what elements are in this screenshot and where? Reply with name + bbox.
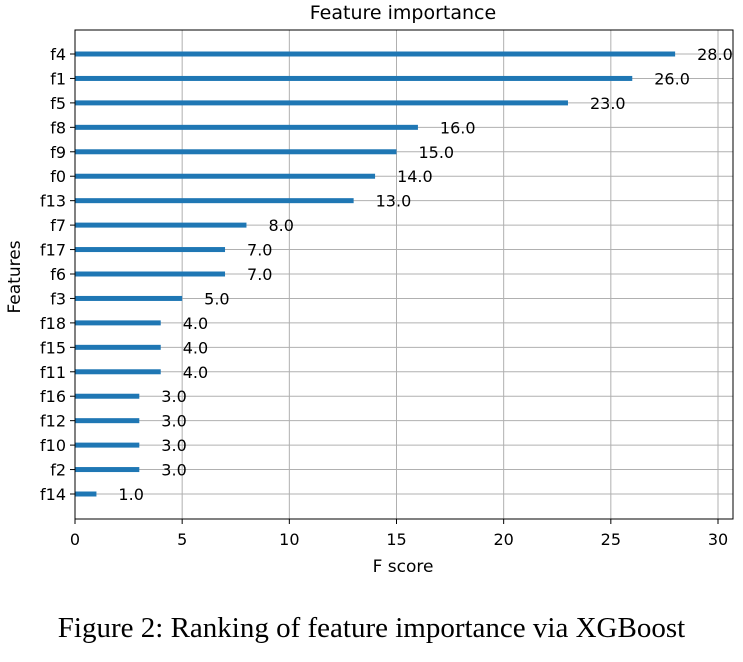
- y-tick-label: f6: [50, 265, 66, 284]
- value-label: 4.0: [183, 363, 208, 382]
- x-tick-label: 15: [386, 530, 406, 549]
- chart-title: Feature importance: [310, 2, 496, 24]
- bar-f5: [75, 100, 568, 106]
- value-label: 23.0: [590, 94, 626, 113]
- y-tick-label: f12: [40, 412, 66, 431]
- bar-f16: [75, 393, 140, 399]
- bar-f3: [75, 295, 183, 301]
- value-label: 5.0: [204, 289, 229, 308]
- value-label: 15.0: [418, 143, 454, 162]
- value-label: 3.0: [161, 461, 186, 480]
- feature-importance-chart: f4 f1 f5 f8 f9 f0 f13 f7 f17 f6 f3 f18 f15 f11 f16 f12 f…: [5, 2, 734, 577]
- value-label: 13.0: [376, 192, 412, 211]
- y-tick-label: f14: [40, 485, 66, 504]
- bar-f0: [75, 173, 376, 179]
- bar-f17: [75, 247, 226, 253]
- y-tick-label: f10: [40, 436, 66, 455]
- y-tick-label: f3: [50, 289, 66, 308]
- y-tick-label: f0: [50, 167, 66, 186]
- y-tick-label: f5: [50, 94, 66, 113]
- bar-f2: [75, 467, 140, 473]
- bar-f15: [75, 344, 161, 350]
- y-tick-label: f15: [40, 338, 66, 357]
- value-label: 4.0: [183, 314, 208, 333]
- x-tick-label: 25: [601, 530, 621, 549]
- bar-f10: [75, 442, 140, 448]
- y-tick-label: f11: [40, 363, 66, 382]
- value-labels: 28.0 26.0 23.0 16.0 15.0 14.0 13.0 8.0 7.0 7.0 5.0…: [118, 45, 732, 504]
- y-tick-label: f17: [40, 241, 66, 260]
- y-axis-label: Features: [5, 240, 25, 313]
- x-tick-label: 10: [279, 530, 299, 549]
- value-label: 3.0: [161, 412, 186, 431]
- y-ticks: f4 f1 f5 f8 f9 f0 f13 f7 f17 f6 f3 f18 f15 f11 f16 f12 f…: [40, 45, 75, 504]
- value-label: 3.0: [161, 387, 186, 406]
- y-tick-label: f7: [50, 216, 66, 235]
- value-label: 3.0: [161, 436, 186, 455]
- x-tick-label: 5: [177, 530, 187, 549]
- x-axis-label: F score: [373, 557, 434, 577]
- bar-f6: [75, 271, 226, 277]
- bar-f14: [75, 491, 97, 497]
- bar-f18: [75, 320, 161, 326]
- value-label: 1.0: [118, 485, 143, 504]
- y-tick-label: f4: [50, 45, 66, 64]
- figure-caption: Figure 2: Ranking of feature importance …: [57, 612, 686, 644]
- y-tick-label: f9: [50, 143, 66, 162]
- value-label: 8.0: [268, 216, 293, 235]
- bars: [75, 51, 676, 497]
- y-tick-label: f1: [50, 69, 66, 88]
- bar-f4: [75, 51, 676, 57]
- bar-f7: [75, 222, 247, 228]
- y-tick-label: f16: [40, 387, 66, 406]
- bar-f1: [75, 75, 633, 81]
- value-label: 7.0: [247, 241, 272, 260]
- value-label: 14.0: [397, 167, 433, 186]
- bar-f9: [75, 149, 397, 155]
- y-tick-label: f8: [50, 118, 66, 137]
- y-tick-label: f2: [50, 461, 66, 480]
- value-label: 26.0: [654, 69, 690, 88]
- value-label: 28.0: [697, 45, 733, 64]
- value-label: 4.0: [183, 338, 208, 357]
- bar-f12: [75, 418, 140, 424]
- bar-f11: [75, 369, 161, 375]
- value-label: 16.0: [440, 118, 476, 137]
- x-tick-label: 0: [70, 530, 80, 549]
- y-tick-label: f13: [40, 192, 66, 211]
- value-label: 7.0: [247, 265, 272, 284]
- bar-f8: [75, 124, 418, 130]
- x-tick-label: 30: [708, 530, 728, 549]
- bar-f13: [75, 198, 354, 204]
- y-tick-label: f18: [40, 314, 66, 333]
- x-ticks: 0 5 10 15 20 25 30: [70, 519, 728, 549]
- x-tick-label: 20: [493, 530, 513, 549]
